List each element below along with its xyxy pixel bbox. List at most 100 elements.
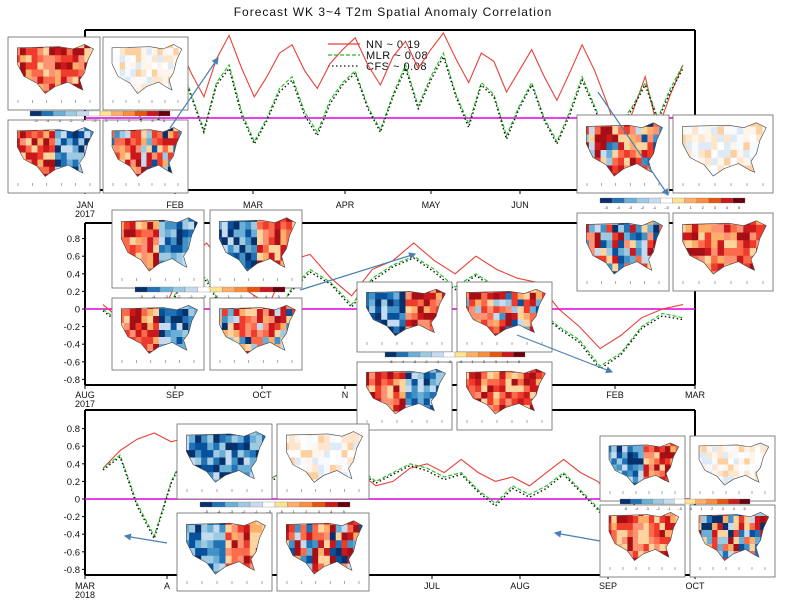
- callout-arrow-4: [123, 533, 168, 544]
- anomaly-map-21: [689, 435, 776, 502]
- us-outline: [682, 220, 767, 275]
- anomaly-map-13: [456, 281, 553, 353]
- callout-arrow-0: [169, 57, 219, 129]
- colorbar-tick-label: -2: [424, 359, 428, 364]
- x-tick-label: A: [164, 581, 170, 591]
- colorbar-tick-label: -4: [616, 205, 620, 210]
- us-outline: [186, 431, 266, 483]
- colorbar-tick-label: -1: [653, 205, 657, 210]
- y-tick-label: 0.6: [67, 252, 80, 263]
- colorbar-tick-label: 2: [128, 118, 131, 123]
- y-tick-label: 0.2: [67, 477, 80, 488]
- x-tick-label: OCT: [686, 581, 706, 591]
- colorbar-tick-label: -3: [645, 506, 649, 511]
- colorbar-tick-label: 3: [253, 294, 256, 299]
- x-tick-label: AUG: [75, 390, 95, 400]
- anomaly-map-15: [456, 361, 553, 431]
- us-outline: [186, 520, 266, 575]
- us-outline: [111, 127, 183, 177]
- us-outline: [366, 288, 446, 337]
- anomaly-map-11: [209, 297, 303, 371]
- callout-arrow-2: [299, 252, 417, 291]
- x-tick-label: N: [342, 390, 349, 400]
- colorbar-tick-label: -2: [242, 509, 246, 514]
- us-outline: [466, 368, 546, 415]
- us-outline: [120, 217, 198, 272]
- anomaly-map-5: [672, 114, 774, 194]
- colorbar-tick-label: 4: [733, 506, 736, 511]
- y-tick-label: -0.6: [64, 547, 80, 558]
- x-tick-label: 2017: [75, 209, 95, 219]
- colorbar-tick-label: -3: [628, 205, 632, 210]
- y-tick-label: 0.4: [67, 459, 80, 470]
- y-tick-label: 0: [75, 495, 80, 506]
- colorbar-tick-label: 4: [151, 118, 154, 123]
- x-tick-label: OCT: [253, 390, 273, 400]
- colorbar-tick-label: 1: [700, 506, 703, 511]
- colorbar-tick-label: -.5: [266, 509, 271, 514]
- series-mlr: [102, 51, 684, 143]
- x-tick-label: SEP: [599, 581, 617, 591]
- y-tick-label: -0.6: [64, 357, 80, 368]
- colorbar-tick-label: 5: [278, 294, 281, 299]
- colorbar-4: -5 -4 -3 -2 -1 -.5 .5 1 2 3 4 5: [199, 501, 351, 514]
- colorbar-tick-label: 2: [240, 294, 243, 299]
- chart-title: Forecast WK 3~4 T2m Spatial Anomaly Corr…: [234, 5, 553, 19]
- colorbar-tick-label: 5: [518, 359, 521, 364]
- x-tick-label: FEB: [166, 200, 184, 210]
- colorbar-3: -5 -4 -3 -2 -1 -.5 .5 1 2 3 4 5: [384, 351, 526, 364]
- callout-arrow-5: [553, 530, 601, 542]
- colorbar-tick-label: .5: [215, 294, 219, 299]
- colorbar-tick-label: -5: [139, 294, 143, 299]
- y-tick-label: 0: [75, 305, 80, 316]
- us-outline: [608, 512, 680, 561]
- x-tick-label: MAR: [75, 581, 96, 591]
- colorbar-tick-label: 1: [228, 294, 231, 299]
- colorbar-tick-label: -4: [634, 506, 638, 511]
- y-tick-label: 0.2: [67, 287, 80, 298]
- anomaly-map-19: [276, 512, 370, 592]
- colorbar-tick-label: 1: [690, 205, 693, 210]
- anomaly-map-9: [209, 209, 303, 289]
- us-outline: [111, 44, 183, 94]
- colorbar-tick-label: -4: [152, 294, 156, 299]
- callout-arrow-1: [597, 91, 669, 196]
- anomaly-map-8: [111, 209, 205, 289]
- colorbar-tick-label: 2: [711, 506, 714, 511]
- y-tick-label: -0.2: [64, 512, 80, 523]
- x-tick-label: AUG: [510, 581, 530, 591]
- y-tick-label: -0.2: [64, 322, 80, 333]
- colorbar-tick-label: .5: [280, 509, 284, 514]
- x-tick-label: APR: [336, 200, 355, 210]
- us-outline: [16, 127, 94, 177]
- colorbar-tick-label: 3: [722, 506, 725, 511]
- colorbar-tick-label: .5: [459, 359, 463, 364]
- x-tick-label: JUN: [511, 200, 529, 210]
- colorbar-1: -5 -4 -3 -2 -1 -.5 .5 1 2 3 4 5: [599, 197, 746, 210]
- us-outline: [285, 520, 363, 575]
- colorbar-tick-label: -3: [57, 118, 61, 123]
- colorbar-tick-label: .5: [677, 205, 681, 210]
- colorbar-tick-label: 3: [714, 205, 717, 210]
- colorbar-tick-label: 2: [483, 359, 486, 364]
- colorbar-tick-label: -3: [229, 509, 233, 514]
- colorbar-tick-label: -1: [254, 509, 258, 514]
- colorbar-tick-label: -.5: [92, 118, 97, 123]
- colorbar-5: -5 -4 -3 -2 -1 -.5 .5 1 2 3 4 5: [619, 498, 751, 511]
- colorbar-tick-label: 2: [305, 509, 308, 514]
- colorbar-tick-label: -2: [177, 294, 181, 299]
- series-cfs: [102, 54, 684, 146]
- anomaly-map-16: [176, 423, 273, 500]
- y-tick-label: -0.8: [64, 565, 80, 576]
- colorbar-0: -5 -4 -3 -2 -1 -.5 .5 1 2 3 4 5: [29, 110, 171, 123]
- series-cfs: [102, 257, 684, 370]
- series-nn: [102, 31, 684, 144]
- us-outline: [608, 442, 680, 486]
- anomaly-map-12: [356, 281, 453, 353]
- anomaly-map-10: [111, 297, 205, 371]
- us-outline: [466, 288, 546, 337]
- us-outline: [285, 431, 363, 483]
- y-tick-label: 0.6: [67, 442, 80, 453]
